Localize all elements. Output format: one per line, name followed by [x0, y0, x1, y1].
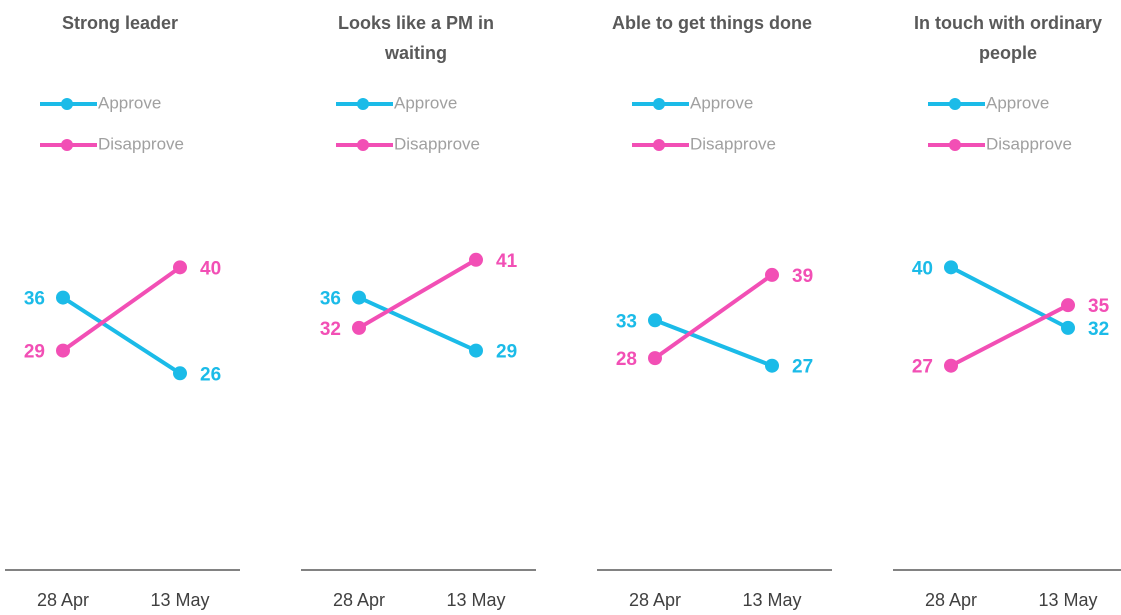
- x-tick-label: 28 Apr: [333, 590, 385, 610]
- legend-marker: [949, 98, 961, 110]
- data-label: 36: [24, 289, 45, 310]
- legend-marker: [61, 139, 73, 151]
- x-tick-label: 28 Apr: [925, 590, 977, 610]
- chart-title: Able to get things done: [612, 13, 812, 33]
- chart-title: In touch with ordinary people: [914, 13, 1102, 63]
- chart-title: Strong leader: [61, 13, 179, 33]
- data-label: 40: [912, 258, 933, 279]
- point: [765, 358, 779, 373]
- point: [469, 252, 483, 267]
- point: [1061, 298, 1075, 313]
- legend-label: Disapprove: [690, 134, 776, 153]
- x-tick-label: 28 Apr: [37, 590, 89, 610]
- legend-marker: [61, 98, 73, 110]
- series-line: [61, 295, 182, 375]
- point: [469, 343, 483, 358]
- point: [648, 351, 662, 366]
- chart-title: Looks like a PM in waiting: [337, 13, 495, 63]
- x-tick-label: 13 May: [150, 590, 209, 610]
- point: [352, 320, 366, 335]
- data-label: 32: [1088, 319, 1109, 340]
- legend-marker: [949, 139, 961, 151]
- x-tick-label: 13 May: [742, 590, 801, 610]
- legend-label: Approve: [986, 93, 1049, 112]
- data-label: 39: [792, 266, 813, 287]
- point: [352, 290, 366, 305]
- point: [56, 290, 70, 305]
- point: [56, 343, 70, 358]
- series-line: [654, 318, 773, 368]
- data-label: 29: [24, 342, 45, 363]
- point: [648, 313, 662, 328]
- point: [1061, 320, 1075, 335]
- legend-label: Disapprove: [394, 134, 480, 153]
- legend-marker: [357, 139, 369, 151]
- legend-label: Approve: [98, 93, 161, 112]
- series-line: [358, 295, 477, 353]
- point: [173, 366, 187, 381]
- data-label: 27: [912, 357, 933, 378]
- data-label: 35: [1088, 296, 1110, 317]
- data-label: 32: [320, 319, 341, 340]
- series-line: [950, 303, 1069, 368]
- point: [944, 358, 958, 373]
- legend-label: Approve: [690, 93, 753, 112]
- point: [765, 267, 779, 282]
- data-label: 28: [616, 349, 637, 370]
- legend-label: Disapprove: [98, 134, 184, 153]
- series-line: [357, 258, 478, 330]
- data-label: 41: [496, 251, 518, 272]
- data-label: 36: [320, 289, 341, 310]
- x-tick-label: 13 May: [446, 590, 505, 610]
- point: [173, 260, 187, 275]
- legend-marker: [653, 98, 665, 110]
- series-line: [950, 265, 1069, 330]
- legend-label: Disapprove: [986, 134, 1072, 153]
- series-line: [61, 265, 182, 353]
- series-line: [653, 273, 774, 360]
- data-label: 27: [792, 357, 813, 378]
- legend-label: Approve: [394, 93, 457, 112]
- x-tick-label: 13 May: [1038, 590, 1097, 610]
- data-label: 33: [616, 311, 637, 332]
- data-label: 26: [200, 364, 221, 385]
- data-label: 29: [496, 342, 517, 363]
- legend-marker: [653, 139, 665, 151]
- x-tick-label: 28 Apr: [629, 590, 681, 610]
- point: [944, 260, 958, 275]
- legend-marker: [357, 98, 369, 110]
- data-label: 40: [200, 258, 221, 279]
